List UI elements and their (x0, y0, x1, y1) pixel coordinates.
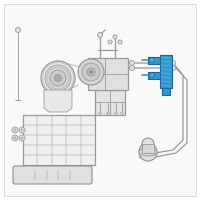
Polygon shape (148, 72, 160, 79)
FancyBboxPatch shape (13, 166, 92, 184)
Circle shape (139, 143, 157, 161)
Polygon shape (160, 55, 172, 88)
Circle shape (82, 63, 100, 81)
Circle shape (14, 137, 16, 139)
Circle shape (87, 68, 95, 76)
Circle shape (99, 112, 101, 114)
Circle shape (150, 73, 154, 77)
Polygon shape (162, 88, 170, 95)
Circle shape (98, 32, 102, 38)
Circle shape (78, 59, 104, 85)
Circle shape (118, 40, 122, 44)
Circle shape (45, 65, 71, 91)
Polygon shape (44, 90, 72, 112)
Circle shape (50, 70, 66, 86)
Circle shape (170, 60, 176, 66)
Circle shape (113, 35, 117, 39)
Circle shape (121, 112, 123, 114)
Circle shape (170, 66, 176, 71)
Circle shape (107, 84, 109, 86)
Circle shape (150, 58, 154, 62)
Circle shape (54, 74, 62, 82)
Polygon shape (95, 90, 125, 115)
Circle shape (12, 127, 18, 133)
Circle shape (106, 83, 110, 87)
Circle shape (108, 40, 112, 44)
Polygon shape (23, 115, 95, 165)
Circle shape (16, 27, 21, 32)
Circle shape (12, 135, 18, 141)
Circle shape (115, 112, 117, 114)
Polygon shape (148, 57, 160, 64)
Circle shape (19, 127, 25, 133)
Circle shape (21, 137, 23, 139)
Polygon shape (88, 58, 128, 90)
Circle shape (142, 138, 154, 150)
Circle shape (21, 129, 23, 131)
Ellipse shape (139, 148, 157, 156)
Circle shape (41, 61, 75, 95)
Circle shape (130, 60, 134, 66)
Circle shape (107, 112, 109, 114)
Circle shape (14, 129, 16, 131)
Circle shape (130, 66, 134, 71)
Bar (142, 144, 154, 153)
Circle shape (90, 71, 92, 73)
Circle shape (19, 135, 25, 141)
